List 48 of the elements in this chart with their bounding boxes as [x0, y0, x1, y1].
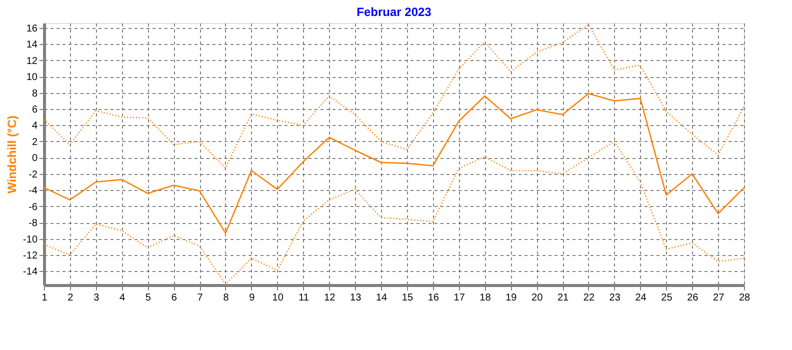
x-tick-label: 11 [298, 292, 310, 304]
y-tick-label: -10 [23, 234, 38, 246]
x-tick-label: 17 [454, 292, 466, 304]
x-tick-label: 12 [324, 292, 336, 304]
x-tick-label: 25 [661, 292, 673, 304]
line-series [43, 24, 745, 169]
x-tick-label: 26 [687, 292, 699, 304]
y-tick-label: -8 [28, 218, 38, 230]
y-tick-label: 4 [32, 120, 38, 132]
x-tick-label: 23 [609, 292, 621, 304]
x-tick-label: 15 [402, 292, 414, 304]
x-tick-label: 21 [557, 292, 570, 304]
y-tick-label: 2 [32, 136, 38, 148]
x-tick-label: 20 [532, 292, 544, 304]
y-tick-label: 8 [32, 88, 38, 100]
y-tick-label: 0 [32, 153, 38, 164]
y-tick-label: -2 [28, 169, 38, 180]
x-tick-label: 3 [94, 292, 100, 304]
x-tick-label: 2 [68, 292, 74, 304]
x-tick-label: 8 [223, 292, 230, 304]
x-tick-label: 16 [428, 292, 440, 304]
x-tick-label: 5 [145, 292, 152, 304]
line-series [43, 92, 745, 234]
y-tick-label: -14 [23, 266, 38, 278]
y-tick-label: 12 [26, 56, 38, 67]
y-axis-title: Windchill (°C) [5, 115, 20, 194]
x-tick-label: 7 [197, 292, 204, 304]
y-tick-label: 14 [26, 40, 38, 51]
y-tick-label: -6 [28, 202, 38, 213]
y-tick-label: -4 [28, 186, 38, 197]
x-tick-label: 13 [350, 292, 362, 304]
y-tick-label: -12 [23, 250, 38, 262]
x-tick-label: 22 [583, 292, 595, 304]
x-tick-label: 9 [249, 292, 256, 304]
chart-title: Februar 2023 [356, 4, 432, 19]
x-tick-label: 1 [42, 292, 48, 304]
x-tick-label: 14 [376, 292, 388, 304]
x-tick-label: 10 [272, 292, 284, 304]
x-tick-label: 19 [506, 292, 518, 304]
x-tick-label: 4 [119, 292, 126, 304]
y-tick-label: 6 [32, 104, 38, 116]
x-tick-label: 6 [171, 292, 178, 304]
x-tick-label: 18 [480, 292, 492, 304]
y-tick-label: 16 [26, 23, 38, 34]
x-tick-label: 27 [713, 292, 725, 304]
y-tick-label: 10 [26, 72, 38, 84]
x-tick-label: 28 [738, 292, 750, 304]
x-tick-label: 24 [635, 292, 647, 304]
